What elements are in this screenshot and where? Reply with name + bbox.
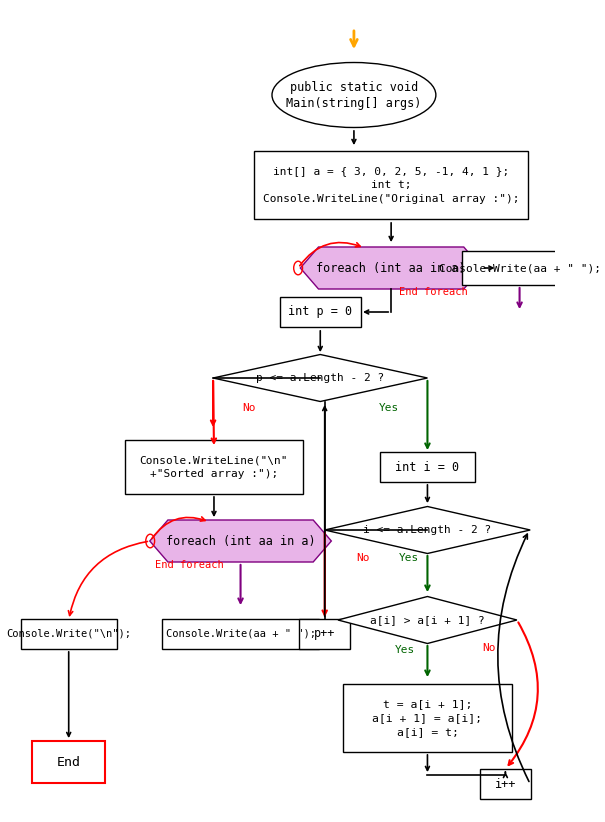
- Bar: [343, 684, 512, 752]
- Bar: [162, 619, 319, 649]
- Bar: [280, 297, 361, 327]
- Text: No: No: [243, 403, 256, 413]
- Bar: [299, 619, 350, 649]
- Text: p <= a.Length - 2 ?: p <= a.Length - 2 ?: [256, 373, 384, 383]
- Bar: [125, 440, 304, 494]
- Text: int i = 0: int i = 0: [396, 460, 460, 473]
- Bar: [21, 619, 117, 649]
- Polygon shape: [213, 354, 428, 401]
- Bar: [254, 151, 528, 219]
- Text: Yes: Yes: [379, 403, 399, 413]
- Text: t = a[i + 1];
a[i + 1] = a[i];
a[i] = t;: t = a[i + 1]; a[i + 1] = a[i]; a[i] = t;: [373, 699, 482, 737]
- Text: foreach (int aa in a): foreach (int aa in a): [166, 534, 315, 547]
- Polygon shape: [325, 506, 530, 553]
- Polygon shape: [300, 247, 482, 289]
- Text: a[i] > a[i + 1] ?: a[i] > a[i + 1] ?: [370, 615, 485, 625]
- Text: p++: p++: [314, 627, 335, 640]
- Polygon shape: [150, 520, 332, 562]
- Text: End foreach: End foreach: [155, 560, 223, 570]
- Text: Yes: Yes: [395, 645, 416, 655]
- Text: No: No: [356, 553, 370, 563]
- Text: i <= a.Length - 2 ?: i <= a.Length - 2 ?: [364, 525, 492, 535]
- Text: int[] a = { 3, 0, 2, 5, -1, 4, 1 };
int t;
Console.WriteLine("Original array :"): int[] a = { 3, 0, 2, 5, -1, 4, 1 }; int …: [263, 166, 519, 204]
- Text: Yes: Yes: [399, 553, 419, 563]
- Text: Console.Write(aa + " ");: Console.Write(aa + " ");: [439, 263, 601, 273]
- Ellipse shape: [272, 62, 436, 127]
- Bar: [480, 769, 531, 799]
- Text: int p = 0: int p = 0: [288, 306, 352, 318]
- Text: Console.Write("\n");: Console.Write("\n");: [6, 629, 131, 639]
- Polygon shape: [338, 597, 517, 644]
- Text: No: No: [482, 643, 495, 653]
- Text: i++: i++: [495, 778, 516, 791]
- Text: Console.WriteLine("\n"
+"Sorted array :");: Console.WriteLine("\n" +"Sorted array :"…: [140, 455, 288, 479]
- Text: End: End: [57, 755, 80, 769]
- Bar: [33, 741, 105, 783]
- Text: public static void
Main(string[] args): public static void Main(string[] args): [286, 81, 422, 109]
- Bar: [462, 251, 577, 285]
- Text: End foreach: End foreach: [399, 287, 468, 297]
- Text: foreach (int aa in a): foreach (int aa in a): [316, 261, 466, 275]
- Text: Console.Write(aa + " ");: Console.Write(aa + " ");: [166, 629, 316, 639]
- Bar: [380, 452, 475, 482]
